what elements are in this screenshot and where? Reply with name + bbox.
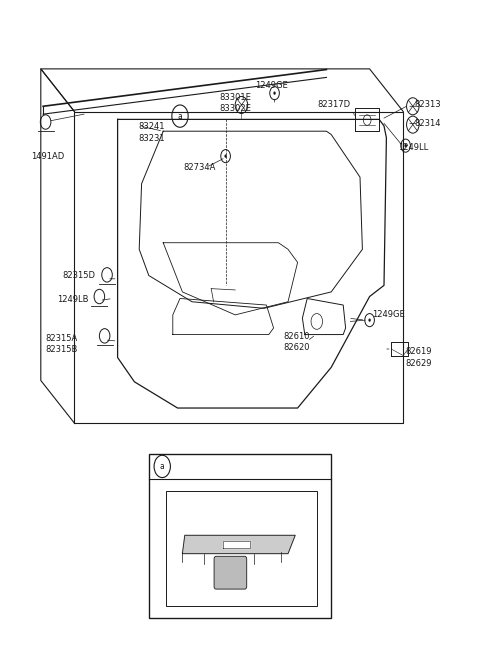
FancyBboxPatch shape: [149, 454, 331, 618]
Text: 82619
82629: 82619 82629: [405, 348, 432, 367]
Text: 1491AD: 1491AD: [31, 152, 64, 161]
Text: 82317D: 82317D: [317, 100, 350, 110]
Text: 82315D: 82315D: [62, 271, 96, 280]
Circle shape: [274, 92, 276, 94]
Text: 1249GE: 1249GE: [372, 310, 405, 319]
FancyBboxPatch shape: [166, 491, 317, 606]
Text: a: a: [178, 112, 182, 121]
Circle shape: [404, 144, 407, 147]
Text: 93581F: 93581F: [246, 592, 277, 602]
Text: 82314: 82314: [414, 119, 441, 128]
Text: 1249GE: 1249GE: [255, 81, 288, 90]
Text: 82734A: 82734A: [183, 163, 216, 172]
Text: 1249LB: 1249LB: [57, 295, 88, 304]
FancyBboxPatch shape: [214, 556, 247, 589]
Text: 82315A
82315B: 82315A 82315B: [46, 335, 78, 354]
Text: 1249LL: 1249LL: [397, 143, 428, 152]
Text: 82313: 82313: [414, 100, 441, 110]
Polygon shape: [223, 541, 250, 548]
Circle shape: [369, 318, 371, 321]
Text: a: a: [160, 462, 165, 471]
Text: 93582A
93582B: 93582A 93582B: [205, 523, 238, 543]
Polygon shape: [182, 535, 295, 554]
Text: 83241
83231: 83241 83231: [138, 123, 165, 142]
Text: 82610
82620: 82610 82620: [283, 333, 310, 352]
Text: 83301E
83302E: 83301E 83302E: [219, 93, 251, 113]
Circle shape: [225, 154, 227, 157]
Text: 93580L
93580R: 93580L 93580R: [250, 503, 283, 523]
